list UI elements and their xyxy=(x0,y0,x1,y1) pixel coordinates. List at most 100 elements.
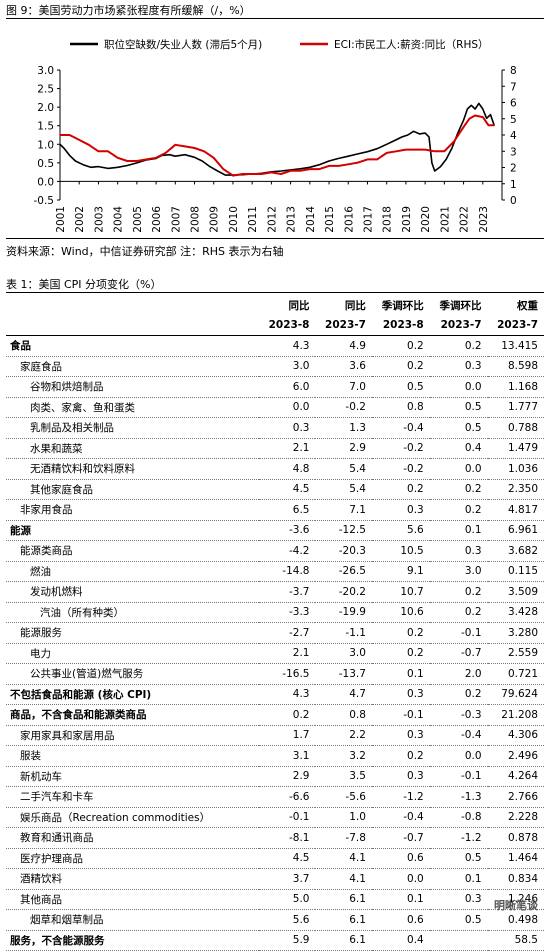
x-tick-label: 2009 xyxy=(209,206,221,233)
table-row: 公共事业(管道)燃气服务 -16.5 -13.7 0.1 2.0 0.721 xyxy=(6,664,544,684)
row-value: 0.3 xyxy=(407,770,424,783)
row-value: 0.3 xyxy=(464,893,482,906)
row-value: 5.6 xyxy=(407,524,424,537)
table-row: 能源 -3.6 -12.5 5.6 0.1 6.961 xyxy=(6,520,544,541)
row-value: 10.5 xyxy=(400,544,424,557)
table-row: 新机动车 2.9 3.5 0.3 -0.1 4.264 xyxy=(6,766,544,787)
row-value: 6.0 xyxy=(292,380,310,393)
row-value: 0.2 xyxy=(464,585,482,598)
row-label: 不包括食品和能源 (核心 CPI) xyxy=(10,688,152,701)
row-value: 1.777 xyxy=(507,401,538,414)
header-cell: 权重 xyxy=(517,300,538,313)
title-rule xyxy=(6,18,544,19)
x-tick-label: 2017 xyxy=(362,206,374,233)
row-label: 服务，不含能源服务 xyxy=(10,934,105,947)
row-value: 5.9 xyxy=(292,934,310,947)
row-value: -3.3 xyxy=(288,606,310,619)
x-tick-label: 2012 xyxy=(266,206,278,233)
row-value: 0.788 xyxy=(507,421,538,434)
row-value: 0.5 xyxy=(464,401,482,414)
row-value: 4.3 xyxy=(292,688,310,701)
table-row: 发动机燃料 -3.7 -20.2 10.7 0.2 3.509 xyxy=(6,582,544,602)
row-label: 燃油 xyxy=(30,565,51,578)
row-label: 服装 xyxy=(20,750,41,763)
row-value: 0.6 xyxy=(407,852,424,865)
x-tick-label: 2002 xyxy=(74,206,86,233)
row-value: 2.1 xyxy=(292,647,310,660)
row-value: -8.1 xyxy=(288,831,310,844)
right-tick-label: 4 xyxy=(510,130,517,142)
row-value: -0.8 xyxy=(461,811,482,824)
row-label: 谷物和烘焙制品 xyxy=(30,381,104,394)
right-tick-label: 2 xyxy=(510,163,517,175)
x-tick-label: 2015 xyxy=(324,206,336,233)
row-value: 4.264 xyxy=(507,770,538,783)
row-value: 6.1 xyxy=(349,893,366,906)
left-tick-label: 1.0 xyxy=(37,139,54,151)
left-tick-label: 2.5 xyxy=(37,84,54,96)
row-value: 3.5 xyxy=(349,770,366,783)
row-label: 食品 xyxy=(10,340,31,353)
labor-market-chart: -0.5 0.0 0.5 1.0 1.5 2.0 2.5 3.0 0 1 2 3 4 5 6 7 8 2001 20… xyxy=(34,38,518,233)
row-value: -26.5 xyxy=(338,565,366,578)
row-value: -3.6 xyxy=(288,524,310,537)
x-tick-label: 2013 xyxy=(286,206,298,233)
row-value: 4.5 xyxy=(292,852,310,865)
row-value: 0.834 xyxy=(507,872,538,885)
row-value: 13.415 xyxy=(501,339,538,352)
row-value: 0.3 xyxy=(407,688,424,701)
row-value: -13.7 xyxy=(338,667,366,680)
row-value: 0.3 xyxy=(407,729,424,742)
left-tick-label: -0.5 xyxy=(34,195,55,207)
row-label: 电力 xyxy=(30,647,51,660)
x-tick-label: 2001 xyxy=(55,206,67,233)
row-label: 肉类、家禽、鱼和蛋类 xyxy=(30,401,135,414)
vacancy-ratio-series-line xyxy=(59,102,496,176)
row-value: 6.1 xyxy=(349,934,366,947)
row-label: 商品，不含食品和能源类商品 xyxy=(10,709,147,722)
row-value xyxy=(430,930,488,951)
row-value: 0.878 xyxy=(507,831,538,844)
row-label: 新机动车 xyxy=(20,770,62,783)
row-label: 发动机燃料 xyxy=(30,586,83,599)
row-value: -5.6 xyxy=(345,790,366,803)
table-top-rule xyxy=(6,292,544,293)
table-row: 医疗护理商品 4.5 4.1 0.6 0.5 1.464 xyxy=(6,848,544,869)
table-row: 水果和蔬菜 2.1 2.9 -0.2 0.4 1.479 xyxy=(6,438,544,459)
left-tick-label: 1.5 xyxy=(37,121,54,133)
row-value: 4.3 xyxy=(292,339,310,352)
left-tick-label: 0.5 xyxy=(37,158,54,170)
table-row: 食品 4.3 4.9 0.2 0.2 13.415 xyxy=(6,336,544,356)
header-cell xyxy=(6,296,259,316)
row-value: -0.7 xyxy=(403,831,424,844)
row-value: 3.509 xyxy=(507,585,538,598)
right-tick-label: 1 xyxy=(510,179,517,191)
row-label: 教育和通讯商品 xyxy=(20,832,94,845)
row-value: 4.5 xyxy=(292,483,310,496)
row-label: 二手汽车和卡车 xyxy=(20,791,94,804)
row-value: 0.2 xyxy=(464,503,482,516)
row-value: 4.1 xyxy=(349,872,366,885)
row-value: -7.8 xyxy=(345,831,366,844)
row-value: 0.0 xyxy=(464,749,482,762)
row-label: 非家用食品 xyxy=(20,504,73,517)
row-value: -20.3 xyxy=(338,544,366,557)
x-tick-label: 2021 xyxy=(439,206,451,233)
figure-title: 图 9：美国劳动力市场紧张程度有所缓解（/，%） xyxy=(6,4,251,17)
row-value: 0.0 xyxy=(464,380,482,393)
subheader-cell: 2023-7 xyxy=(487,315,544,336)
table-row: 教育和通讯商品 -8.1 -7.8 -0.7 -1.2 0.878 xyxy=(6,828,544,848)
row-value: -0.2 xyxy=(403,442,424,455)
row-value: -16.5 xyxy=(282,667,310,680)
row-value: 3.7 xyxy=(292,872,310,885)
row-value: -19.9 xyxy=(338,606,366,619)
row-value: 0.2 xyxy=(464,339,482,352)
row-label: 无酒精饮料和饮料原料 xyxy=(30,463,135,476)
row-value: 0.2 xyxy=(407,647,424,660)
row-label: 能源类商品 xyxy=(20,545,73,558)
row-value: -0.3 xyxy=(461,708,482,721)
row-value: -0.1 xyxy=(288,811,310,824)
row-value: 1.168 xyxy=(507,380,538,393)
right-tick-label: 3 xyxy=(510,146,517,158)
row-value: 2.9 xyxy=(292,770,310,783)
